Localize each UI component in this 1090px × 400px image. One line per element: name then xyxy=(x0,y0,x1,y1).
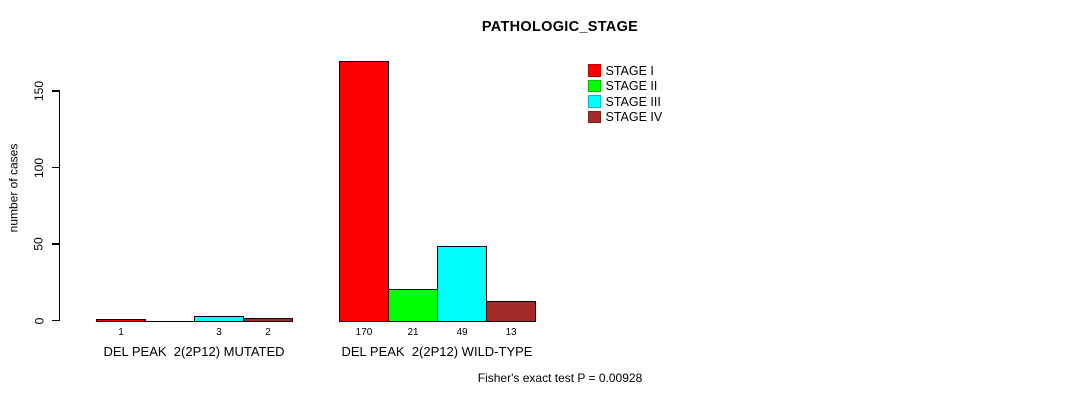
y-tick-mark xyxy=(52,90,60,92)
y-tick-label: 50 xyxy=(31,237,46,251)
legend-swatch xyxy=(588,64,601,77)
y-tick-label: 100 xyxy=(32,157,46,178)
bar-count-label: 1 xyxy=(118,326,124,338)
legend-label: STAGE III xyxy=(605,94,661,109)
group-label: DEL PEAK 2(2P12) MUTATED xyxy=(103,344,285,359)
bar-stage-i xyxy=(339,61,389,322)
legend-item: STAGE I xyxy=(588,63,662,78)
bar-count-label: 3 xyxy=(216,326,222,338)
legend: STAGE I STAGE II STAGE III STAGE IV xyxy=(588,64,662,124)
bar-stage-ii xyxy=(388,289,438,322)
bar-count-label: 49 xyxy=(456,326,468,338)
bar-stage-iii xyxy=(437,246,487,322)
legend-item: STAGE II xyxy=(588,79,662,93)
bar-stage-iv xyxy=(486,301,536,322)
y-tick-label: 0 xyxy=(32,317,46,324)
legend-item: STAGE III xyxy=(588,94,662,109)
legend-item: STAGE IV xyxy=(588,110,663,124)
legend-label: STAGE IV xyxy=(605,110,663,124)
legend-label: STAGE II xyxy=(605,79,658,93)
y-tick-mark xyxy=(52,243,60,245)
annotation-text: Fisher's exact test P = 0.00928 xyxy=(477,371,643,385)
group-label: DEL PEAK 2(2P12) WILD-TYPE xyxy=(341,344,533,359)
bar-stage-i xyxy=(96,319,146,322)
bar-count-label: 170 xyxy=(355,326,373,338)
bar-count-label: 2 xyxy=(265,326,271,338)
bar-stage-iv xyxy=(243,318,293,322)
bar-count-label: 13 xyxy=(505,326,517,338)
legend-label: STAGE I xyxy=(605,63,654,78)
y-tick-label-wrap: 100 xyxy=(29,147,49,189)
y-axis-line xyxy=(59,91,61,321)
legend-swatch xyxy=(588,79,601,93)
y-tick-mark xyxy=(52,166,60,169)
y-tick-label: 150 xyxy=(32,80,46,102)
y-tick-label-wrap: 50 xyxy=(29,223,49,265)
y-tick-label-wrap: 0 xyxy=(29,300,49,342)
bar-stage-iii xyxy=(194,316,244,322)
bar-count-label: 21 xyxy=(407,326,419,338)
chart-title: PATHOLOGIC_STAGE xyxy=(481,19,639,35)
legend-swatch xyxy=(588,110,601,124)
legend-swatch xyxy=(588,95,601,108)
y-tick-mark xyxy=(52,319,60,322)
y-tick-label-wrap: 150 xyxy=(29,70,49,112)
